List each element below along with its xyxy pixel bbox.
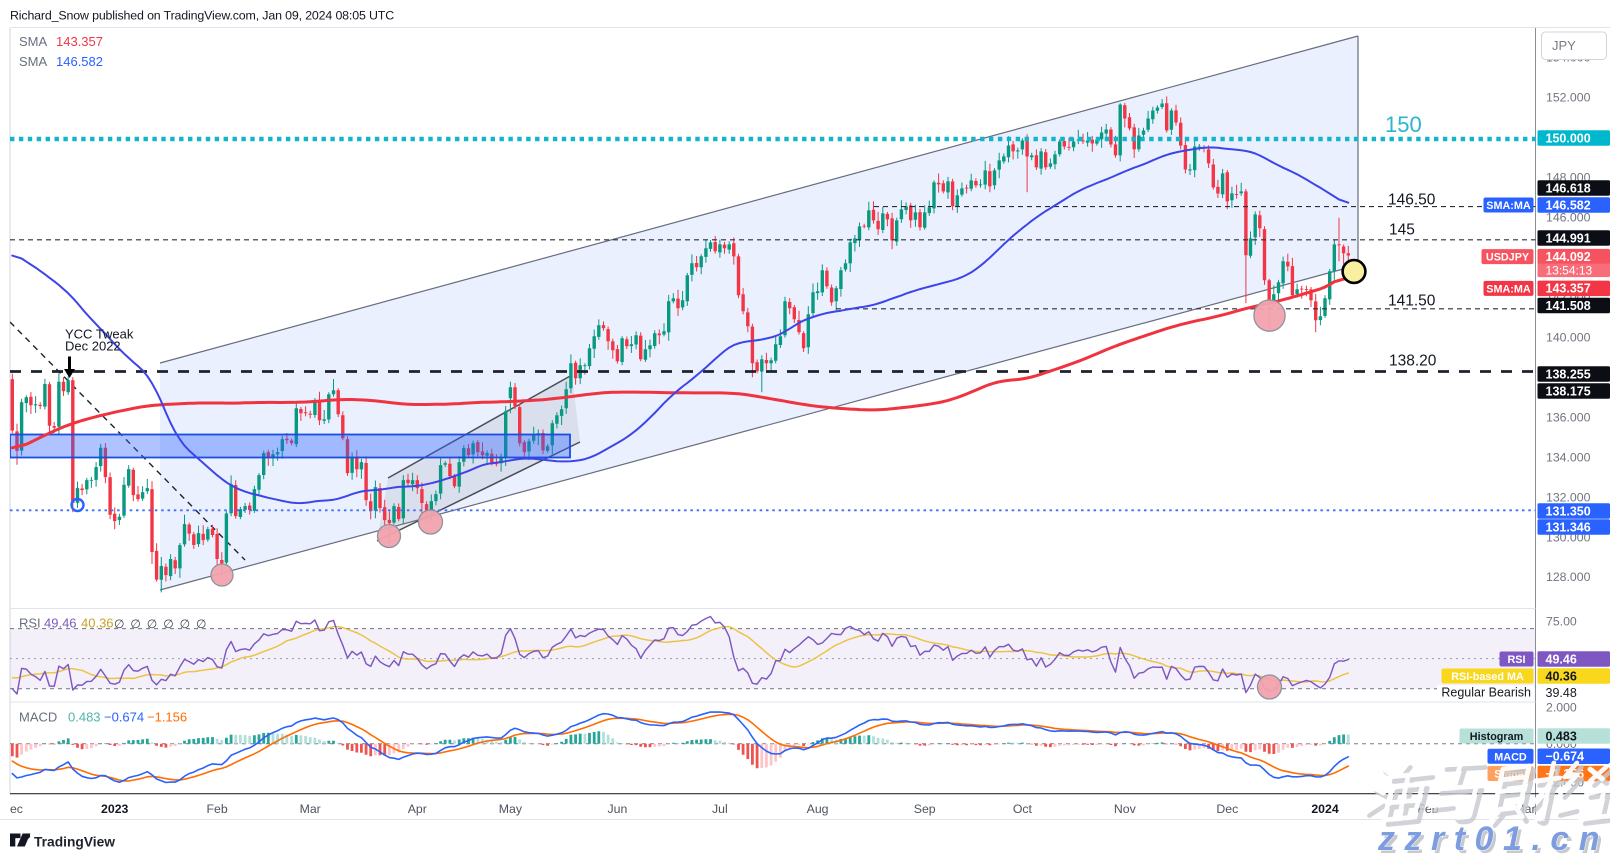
svg-text:0.483: 0.483: [1546, 729, 1577, 743]
svg-text:RSI-based MA: RSI-based MA: [1451, 671, 1524, 683]
svg-text:SMA:MA: SMA:MA: [1486, 200, 1531, 212]
svg-text:MACD: MACD: [1494, 751, 1527, 763]
svg-text:138.175: 138.175: [1546, 384, 1591, 398]
svg-text:13:54:13: 13:54:13: [1546, 264, 1593, 278]
svg-text:∅: ∅: [114, 617, 124, 631]
svg-text:40.36: 40.36: [81, 616, 114, 631]
svg-text:−0.674: −0.674: [104, 710, 144, 725]
svg-text:Sep: Sep: [914, 802, 936, 816]
svg-text:49.46: 49.46: [1546, 652, 1577, 666]
svg-text:SMA:MA: SMA:MA: [1486, 283, 1531, 295]
svg-text:Histogram: Histogram: [1470, 731, 1523, 743]
svg-text:141.508: 141.508: [1546, 299, 1591, 313]
svg-text:RSI: RSI: [19, 616, 41, 631]
svg-text:SMA: SMA: [19, 54, 48, 69]
svg-text:Apr: Apr: [408, 802, 427, 816]
svg-text:146.582: 146.582: [56, 54, 103, 69]
svg-text:40.36: 40.36: [1546, 669, 1577, 683]
svg-text:∅: ∅: [163, 617, 173, 631]
svg-text:138.255: 138.255: [1546, 367, 1591, 381]
svg-text:Richard_Snow published on Trad: Richard_Snow published on TradingView.co…: [10, 9, 394, 23]
svg-text:146.50: 146.50: [1388, 192, 1436, 209]
svg-text:RSI: RSI: [1508, 654, 1526, 666]
svg-text:∅: ∅: [180, 617, 190, 631]
svg-text:Regular Bearish: Regular Bearish: [1441, 686, 1531, 700]
svg-text:146.582: 146.582: [1546, 198, 1591, 212]
svg-text:152.000: 152.000: [1546, 91, 1591, 105]
svg-text:136.000: 136.000: [1546, 410, 1591, 424]
svg-text:150: 150: [1385, 112, 1422, 137]
svg-text:134.000: 134.000: [1546, 450, 1591, 464]
svg-text:Mar: Mar: [300, 802, 321, 816]
svg-text:140.000: 140.000: [1546, 331, 1591, 345]
svg-text:2.000: 2.000: [1546, 700, 1577, 714]
svg-text:MACD: MACD: [19, 710, 57, 725]
svg-text:Feb: Feb: [206, 802, 227, 816]
svg-text:zzrt01.cn: zzrt01.cn: [1377, 820, 1609, 857]
svg-text:Oct: Oct: [1013, 802, 1033, 816]
svg-text:Jun: Jun: [607, 802, 627, 816]
svg-text:Nov: Nov: [1114, 802, 1137, 816]
svg-text:May: May: [499, 802, 523, 816]
svg-text:∅: ∅: [196, 617, 206, 631]
svg-text:Aug: Aug: [807, 802, 829, 816]
svg-text:132.000: 132.000: [1546, 490, 1591, 504]
svg-text:39.48: 39.48: [1546, 686, 1577, 700]
svg-text:Dec: Dec: [1216, 802, 1238, 816]
svg-text:Jul: Jul: [712, 802, 728, 816]
svg-text:75.00: 75.00: [1546, 614, 1577, 628]
svg-text:141.50: 141.50: [1388, 293, 1436, 310]
svg-text:144.092: 144.092: [1546, 250, 1591, 264]
svg-text:131.350: 131.350: [1546, 504, 1591, 518]
svg-text:2023: 2023: [101, 802, 129, 816]
svg-text:Dec 2022: Dec 2022: [65, 339, 121, 354]
svg-text:TradingView: TradingView: [34, 835, 115, 850]
svg-text:JPY: JPY: [1552, 38, 1576, 53]
svg-text:146.618: 146.618: [1546, 181, 1591, 195]
svg-text:∅: ∅: [130, 617, 140, 631]
svg-text:0.483: 0.483: [68, 710, 101, 725]
svg-text:143.357: 143.357: [56, 34, 103, 49]
svg-text:2024: 2024: [1311, 802, 1339, 816]
svg-text:150.000: 150.000: [1546, 131, 1591, 145]
svg-text:145: 145: [1389, 222, 1415, 239]
svg-text:SMA: SMA: [19, 34, 48, 49]
svg-text:−1.156: −1.156: [147, 710, 187, 725]
svg-text:49.46: 49.46: [44, 616, 77, 631]
svg-text:138.20: 138.20: [1389, 353, 1437, 370]
svg-text:144.991: 144.991: [1546, 231, 1591, 245]
svg-text:131.346: 131.346: [1546, 520, 1591, 534]
svg-text:∅: ∅: [147, 617, 157, 631]
svg-text:146.000: 146.000: [1546, 211, 1591, 225]
svg-text:USDJPY: USDJPY: [1486, 252, 1530, 264]
svg-text:128.000: 128.000: [1546, 570, 1591, 584]
svg-text:143.357: 143.357: [1546, 282, 1591, 296]
